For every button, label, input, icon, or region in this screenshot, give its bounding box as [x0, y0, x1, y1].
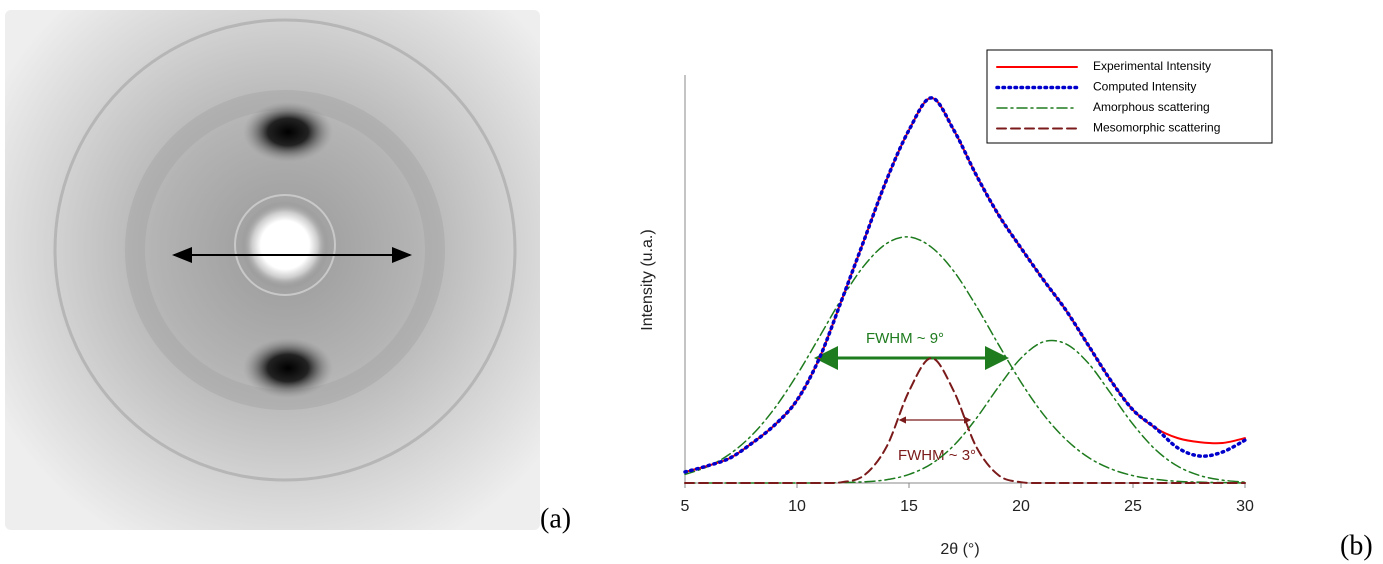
legend: [986, 49, 1273, 144]
diffraction-image: [5, 10, 540, 530]
legend-label: Experimental Intensity: [1093, 59, 1211, 73]
x-tick-label: 30: [1236, 498, 1254, 515]
x-tick-label: 25: [1124, 498, 1142, 515]
x-axis-label: 2θ (°): [940, 541, 979, 558]
x-tick-label: 20: [1012, 498, 1030, 515]
series-line: [683, 96, 1247, 474]
y-axis-label: Intensity (u.a.): [639, 229, 656, 330]
annotation: FWHM ~ 9°: [866, 330, 944, 347]
series-line: [684, 236, 1246, 484]
x-tick-label: 15: [900, 498, 918, 515]
series-line: [684, 357, 1246, 485]
annotation: FWHM ~ 3°: [898, 447, 976, 464]
legend-label: Computed Intensity: [1093, 80, 1196, 94]
x-tick-label: 5: [681, 498, 690, 515]
x-tick-label: 10: [788, 498, 806, 515]
legend-label: Mesomorphic scattering: [1093, 121, 1220, 135]
series-line: [684, 339, 1246, 484]
panel-label: (a): [540, 503, 571, 534]
panel-label: (b): [1340, 530, 1373, 561]
legend-label: Amorphous scattering: [1093, 100, 1210, 114]
